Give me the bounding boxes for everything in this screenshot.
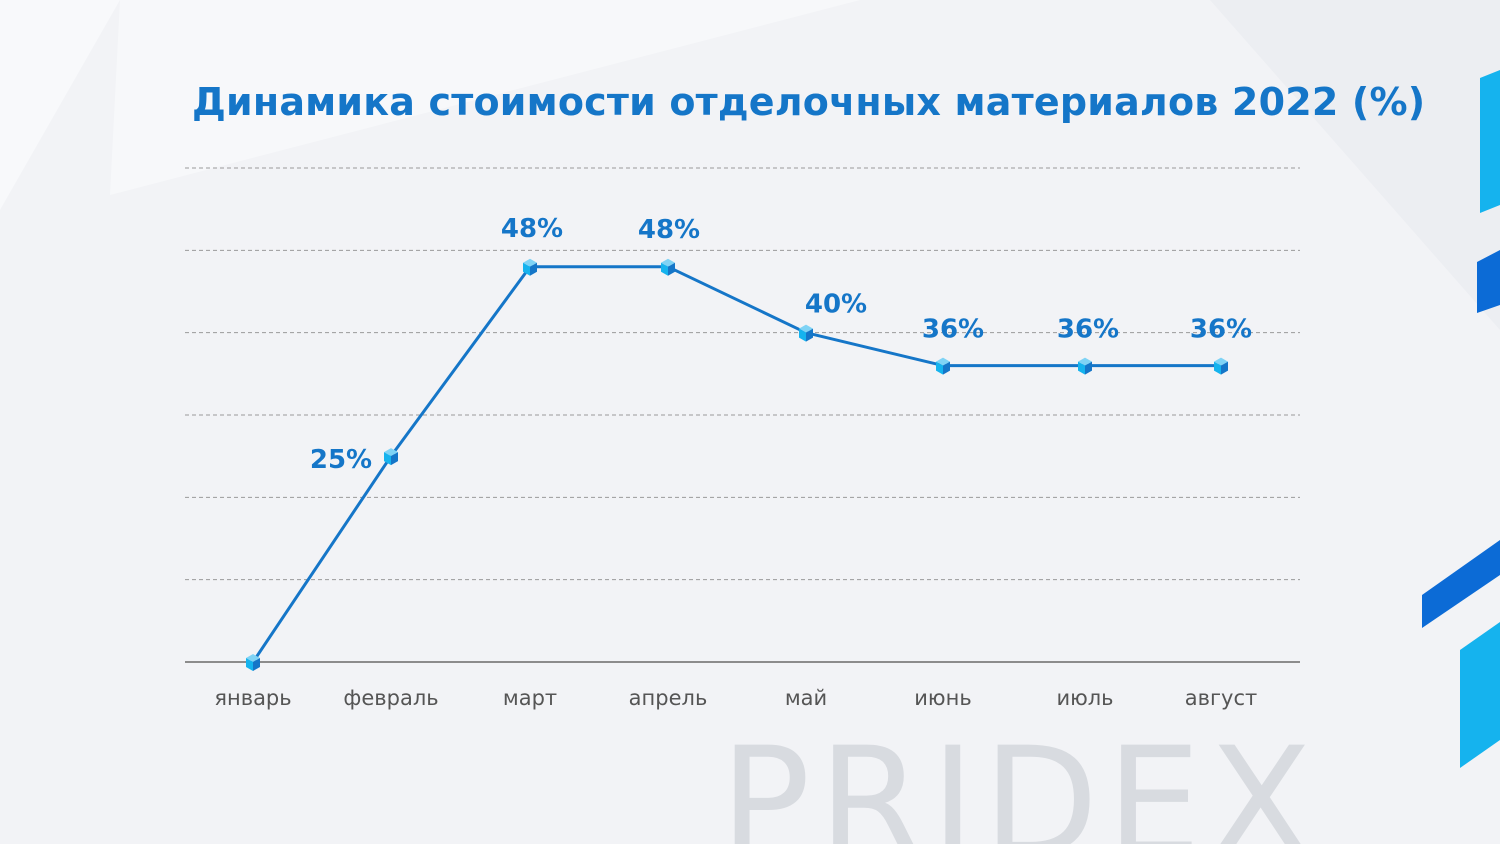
x-tick-label: январь [214, 686, 291, 710]
marker-left-face [384, 452, 391, 466]
marker-right-face [668, 262, 675, 276]
data-label: 48% [638, 215, 700, 245]
data-point-marker [384, 448, 398, 466]
data-point-marker [936, 357, 950, 375]
marker-left-face [661, 262, 668, 276]
data-label: 40% [805, 290, 867, 320]
x-tick-label: июнь [914, 686, 971, 710]
background-shape-top [110, 0, 860, 195]
background-shape-left [0, 0, 120, 210]
data-label: 36% [922, 315, 984, 345]
decor-stripe-3 [1422, 540, 1500, 628]
data-point-marker [1078, 357, 1092, 375]
chart-title: Динамика стоимости отделочных материалов… [192, 80, 1426, 124]
marker-right-face [806, 328, 813, 342]
x-tick-label: апрель [629, 686, 708, 710]
decor-stripe-2 [1477, 250, 1500, 313]
data-point-marker [1214, 357, 1228, 375]
marker-right-face [253, 658, 260, 671]
marker-left-face [936, 361, 943, 375]
marker-left-face [799, 328, 806, 342]
data-point-marker [246, 654, 260, 671]
marker-right-face [1221, 361, 1228, 375]
marker-left-face [1214, 361, 1221, 375]
data-label: 48% [501, 214, 563, 244]
marker-right-face [391, 452, 398, 466]
marker-left-face [1078, 361, 1085, 375]
data-point-marker [799, 324, 813, 342]
marker-left-face [523, 262, 530, 276]
x-tick-label: март [503, 686, 557, 710]
marker-right-face [530, 262, 537, 276]
x-tick-label: август [1185, 686, 1258, 710]
data-label: 36% [1190, 315, 1252, 345]
marker-right-face [943, 361, 950, 375]
decor-stripe-4 [1460, 622, 1500, 768]
marker-right-face [1085, 361, 1092, 375]
x-tick-label: июль [1056, 686, 1113, 710]
x-tick-label: февраль [343, 686, 438, 710]
x-tick-label: май [785, 686, 827, 710]
data-label: 25% [310, 445, 372, 475]
data-label: 36% [1057, 315, 1119, 345]
brand-watermark: PRIDEX [720, 716, 1320, 844]
marker-left-face [246, 658, 253, 671]
data-point-marker [661, 258, 675, 276]
series-line [251, 265, 1223, 664]
decor-stripe-1 [1480, 70, 1500, 213]
background-shape-right [1210, 0, 1500, 330]
data-point-marker [523, 258, 537, 276]
